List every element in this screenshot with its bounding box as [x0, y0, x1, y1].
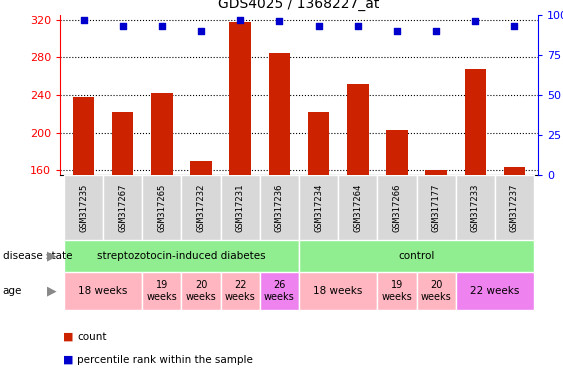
Bar	[308, 112, 329, 175]
Text: control: control	[399, 251, 435, 261]
Text: GSM317267: GSM317267	[118, 183, 127, 232]
Title: GDS4025 / 1368227_at: GDS4025 / 1368227_at	[218, 0, 379, 11]
Bar	[338, 175, 377, 240]
Bar	[64, 175, 103, 240]
Text: GSM317264: GSM317264	[353, 183, 362, 232]
Bar	[377, 175, 417, 240]
Bar	[417, 272, 455, 310]
Text: 18 weeks: 18 weeks	[78, 286, 128, 296]
Bar	[455, 175, 495, 240]
Text: 20
weeks: 20 weeks	[421, 280, 452, 302]
Text: GSM317236: GSM317236	[275, 183, 284, 232]
Text: ▶: ▶	[47, 285, 56, 298]
Bar	[181, 272, 221, 310]
Bar	[64, 272, 142, 310]
Bar	[495, 175, 534, 240]
Bar	[230, 22, 251, 175]
Text: 22
weeks: 22 weeks	[225, 280, 256, 302]
Bar	[386, 130, 408, 175]
Text: count: count	[77, 332, 106, 342]
Bar	[269, 53, 290, 175]
Text: streptozotocin-induced diabetes: streptozotocin-induced diabetes	[97, 251, 266, 261]
Point	[196, 28, 205, 34]
Text: GSM317235: GSM317235	[79, 183, 88, 232]
Bar	[426, 170, 447, 175]
Bar	[417, 175, 455, 240]
Point	[236, 17, 245, 23]
Point	[392, 28, 401, 34]
Bar	[151, 93, 173, 175]
Bar	[504, 167, 525, 175]
Text: 20
weeks: 20 weeks	[186, 280, 216, 302]
Text: GSM317233: GSM317233	[471, 183, 480, 232]
Bar	[347, 84, 369, 175]
Bar	[181, 175, 221, 240]
Point	[510, 23, 519, 29]
Point	[275, 18, 284, 25]
Bar	[455, 272, 534, 310]
Bar	[112, 112, 133, 175]
Bar	[260, 175, 299, 240]
Text: 19
weeks: 19 weeks	[382, 280, 412, 302]
Bar	[142, 175, 181, 240]
Point	[118, 23, 127, 29]
Text: ■: ■	[63, 355, 73, 365]
Bar	[377, 272, 417, 310]
Text: GSM317234: GSM317234	[314, 183, 323, 232]
Bar	[299, 175, 338, 240]
Text: disease state: disease state	[3, 251, 72, 261]
Bar	[299, 240, 534, 272]
Text: 19
weeks: 19 weeks	[146, 280, 177, 302]
Bar	[221, 272, 260, 310]
Bar	[299, 272, 377, 310]
Point	[79, 17, 88, 23]
Text: GSM317177: GSM317177	[432, 183, 441, 232]
Text: GSM317266: GSM317266	[392, 183, 401, 232]
Text: GSM317232: GSM317232	[196, 183, 205, 232]
Text: 26
weeks: 26 weeks	[264, 280, 295, 302]
Text: GSM317265: GSM317265	[158, 183, 167, 232]
Text: ■: ■	[63, 332, 73, 342]
Point	[314, 23, 323, 29]
Point	[471, 18, 480, 25]
Text: age: age	[3, 286, 22, 296]
Text: percentile rank within the sample: percentile rank within the sample	[77, 355, 253, 365]
Bar	[73, 97, 94, 175]
Bar	[103, 175, 142, 240]
Text: 22 weeks: 22 weeks	[470, 286, 520, 296]
Text: GSM317231: GSM317231	[236, 183, 245, 232]
Bar	[190, 161, 212, 175]
Text: ▶: ▶	[47, 250, 56, 263]
Bar	[142, 272, 181, 310]
Text: GSM317237: GSM317237	[510, 183, 519, 232]
Text: 18 weeks: 18 weeks	[314, 286, 363, 296]
Point	[353, 23, 362, 29]
Bar	[260, 272, 299, 310]
Bar	[464, 69, 486, 175]
Point	[158, 23, 167, 29]
Bar	[221, 175, 260, 240]
Bar	[64, 240, 299, 272]
Point	[432, 28, 441, 34]
